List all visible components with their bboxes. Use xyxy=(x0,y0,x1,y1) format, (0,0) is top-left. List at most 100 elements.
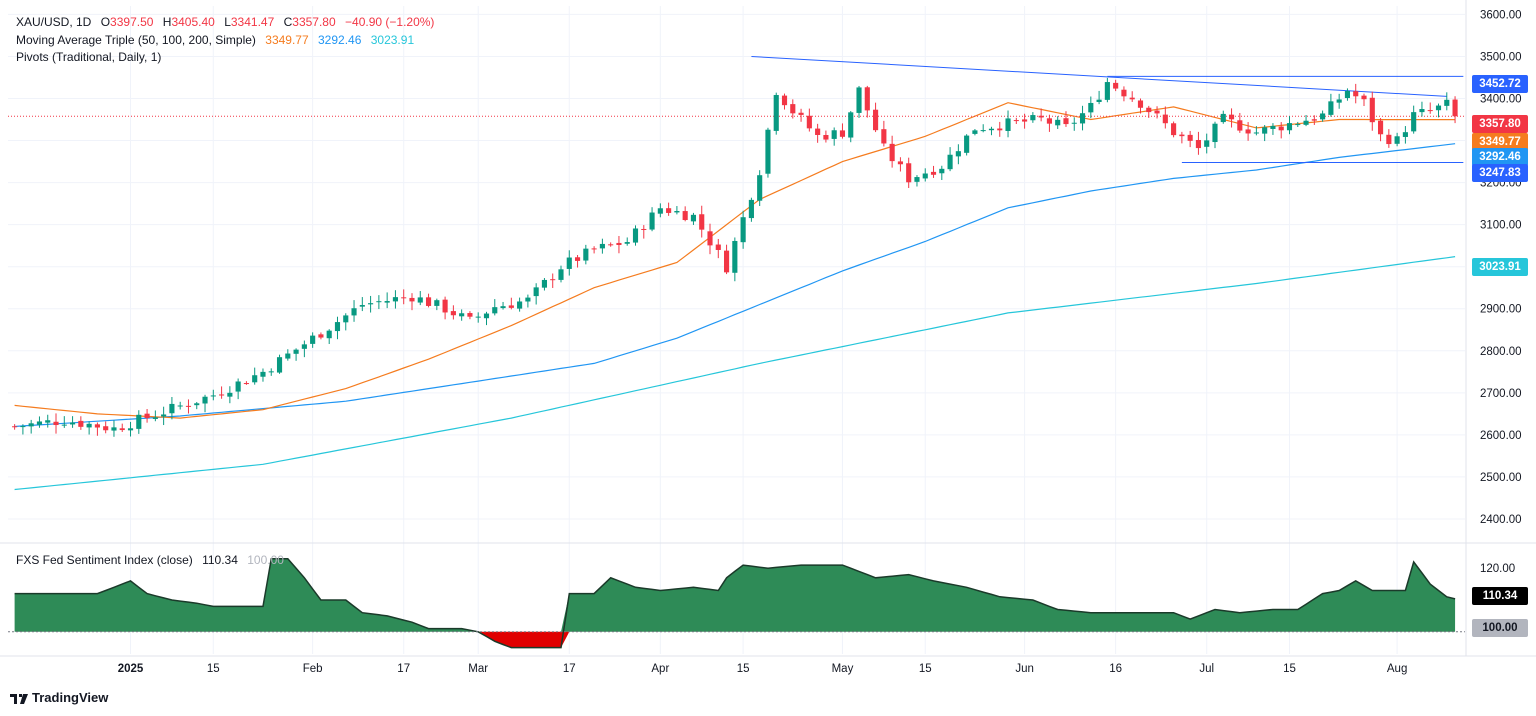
candle-body[interactable] xyxy=(1129,97,1135,100)
candle-body[interactable] xyxy=(690,214,697,222)
candle-body[interactable] xyxy=(119,428,125,431)
candle-body[interactable] xyxy=(1071,122,1077,124)
candle-body[interactable] xyxy=(301,344,307,349)
candle-body[interactable] xyxy=(1212,123,1218,143)
candle-body[interactable] xyxy=(591,248,597,250)
candle-body[interactable] xyxy=(12,426,18,428)
candle-body[interactable] xyxy=(732,240,738,273)
candle-body[interactable] xyxy=(1113,82,1119,89)
candle-body[interactable] xyxy=(1005,118,1011,131)
candle-body[interactable] xyxy=(583,248,589,261)
candle-body[interactable] xyxy=(194,403,200,406)
candle-body[interactable] xyxy=(947,154,953,170)
candle-body[interactable] xyxy=(773,95,779,131)
candle-body[interactable] xyxy=(955,151,961,157)
candle-body[interactable] xyxy=(144,413,150,419)
candle-body[interactable] xyxy=(1328,101,1334,115)
candle-body[interactable] xyxy=(1187,134,1193,141)
candle-body[interactable] xyxy=(1427,110,1433,112)
candle-body[interactable] xyxy=(806,115,812,129)
candle-body[interactable] xyxy=(649,212,655,230)
candle-body[interactable] xyxy=(1344,90,1351,99)
candle-body[interactable] xyxy=(467,313,473,317)
candle-body[interactable] xyxy=(260,371,266,377)
candle-body[interactable] xyxy=(674,211,680,213)
candle-body[interactable] xyxy=(1353,91,1359,97)
candle-body[interactable] xyxy=(1320,113,1326,120)
ma-title[interactable]: Moving Average Triple (50, 100, 200, Sim… xyxy=(16,33,256,47)
candle-body[interactable] xyxy=(392,297,398,302)
candle-body[interactable] xyxy=(525,297,531,302)
candle-body[interactable] xyxy=(243,383,249,385)
candle-body[interactable] xyxy=(641,228,647,230)
candle-body[interactable] xyxy=(219,394,225,396)
candle-body[interactable] xyxy=(492,307,498,314)
candle-body[interactable] xyxy=(922,173,928,179)
candle-body[interactable] xyxy=(657,208,663,214)
candle-body[interactable] xyxy=(343,315,349,323)
candle-body[interactable] xyxy=(682,211,688,221)
candle-body[interactable] xyxy=(873,109,879,131)
candle-body[interactable] xyxy=(781,95,788,106)
candle-body[interactable] xyxy=(881,129,887,144)
candle-body[interactable] xyxy=(293,349,299,354)
candle-body[interactable] xyxy=(459,313,465,317)
candle-body[interactable] xyxy=(326,330,332,339)
candle-body[interactable] xyxy=(1253,132,1259,134)
candle-body[interactable] xyxy=(798,112,804,115)
candle-body[interactable] xyxy=(417,297,423,303)
candle-body[interactable] xyxy=(318,334,324,338)
candle-body[interactable] xyxy=(103,426,109,431)
candle-body[interactable] xyxy=(848,112,854,138)
candle-body[interactable] xyxy=(1146,107,1152,113)
candle-body[interactable] xyxy=(210,395,216,397)
candle-body[interactable] xyxy=(666,208,672,213)
candle-body[interactable] xyxy=(508,305,514,308)
candle-body[interactable] xyxy=(152,417,158,419)
candle-body[interactable] xyxy=(608,244,614,246)
candle-body[interactable] xyxy=(1394,136,1400,144)
candle-body[interactable] xyxy=(384,301,390,303)
candle-body[interactable] xyxy=(1311,119,1317,121)
candle-body[interactable] xyxy=(914,177,920,182)
candle-body[interactable] xyxy=(558,269,564,280)
candle-body[interactable] xyxy=(1303,120,1309,125)
candle-body[interactable] xyxy=(1055,119,1061,126)
candle-body[interactable] xyxy=(1295,124,1301,126)
candle-body[interactable] xyxy=(599,243,605,249)
candle-body[interactable] xyxy=(1038,115,1044,118)
candle-body[interactable] xyxy=(401,297,407,299)
candle-body[interactable] xyxy=(1022,119,1028,122)
candle-body[interactable] xyxy=(500,306,506,309)
candle-body[interactable] xyxy=(1411,112,1417,132)
candle-body[interactable] xyxy=(790,104,796,114)
candle-body[interactable] xyxy=(856,87,862,113)
candle-body[interactable] xyxy=(632,228,639,243)
candle-body[interactable] xyxy=(533,287,539,297)
candle-body[interactable] xyxy=(185,405,192,407)
candle-body[interactable] xyxy=(1386,134,1392,145)
candle-body[interactable] xyxy=(425,297,432,306)
candle-body[interactable] xyxy=(368,303,374,305)
pivots-title[interactable]: Pivots (Traditional, Daily, 1) xyxy=(16,50,162,64)
candle-body[interactable] xyxy=(434,300,440,306)
candle-body[interactable] xyxy=(939,168,945,174)
candle-body[interactable] xyxy=(1104,82,1110,100)
candle-body[interactable] xyxy=(815,128,821,135)
candle-body[interactable] xyxy=(450,311,456,316)
candle-body[interactable] xyxy=(28,423,34,427)
candle-body[interactable] xyxy=(202,396,208,404)
candle-body[interactable] xyxy=(1444,99,1450,106)
candle-body[interactable] xyxy=(1452,99,1458,117)
candle-body[interactable] xyxy=(988,128,995,131)
candle-body[interactable] xyxy=(376,301,382,303)
candle-body[interactable] xyxy=(1270,125,1276,129)
candle-body[interactable] xyxy=(1435,105,1442,111)
candle-body[interactable] xyxy=(964,135,970,153)
candle-body[interactable] xyxy=(359,305,365,307)
candle-body[interactable] xyxy=(20,426,26,428)
candle-body[interactable] xyxy=(268,371,274,373)
candle-body[interactable] xyxy=(61,424,67,426)
candle-body[interactable] xyxy=(1195,139,1202,149)
